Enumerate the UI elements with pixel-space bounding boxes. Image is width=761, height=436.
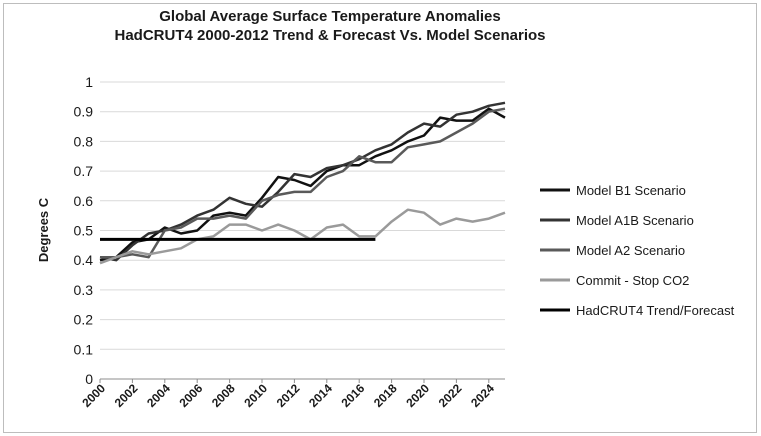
legend-label: Model A1B Scenario — [576, 213, 694, 228]
x-tick-label: 2010 — [241, 381, 270, 410]
series-lines — [99, 101, 506, 265]
x-tick-label: 2000 — [79, 381, 108, 410]
x-tick-label: 2014 — [306, 381, 335, 410]
x-tick-label: 2006 — [177, 381, 206, 410]
legend: Model B1 Scenario Model A1B Scenario Model… — [540, 183, 735, 318]
x-tick-label: 2024 — [468, 381, 497, 410]
x-axis-ticks: 2000 2002 2004 2006 2008 2010 2012 2014 2016 2018… — [79, 379, 497, 410]
x-tick-label: 2004 — [144, 381, 173, 410]
y-tick-label: 0.4 — [74, 252, 94, 268]
y-tick-label: 0.9 — [74, 104, 94, 120]
chart-subtitle: HadCRUT4 2000-2012 Trend & Forecast Vs. … — [114, 27, 546, 44]
y-tick-label: 0.3 — [74, 282, 94, 298]
legend-label: Model B1 Scenario — [576, 183, 686, 198]
y-tick-label: 0.7 — [74, 163, 94, 179]
y-axis-ticks: 0 0.1 0.2 0.3 0.4 0.5 0.6 0.7 0.8 0.9 1 — [74, 74, 94, 387]
series-line-model-a2-scenario — [100, 107, 506, 259]
x-tick-label: 2012 — [274, 381, 303, 410]
y-axis-label: Degrees C — [36, 197, 51, 262]
chart-title: Global Average Surface Temperature Anoma… — [159, 8, 501, 25]
legend-label: HadCRUT4 Trend/Forecast — [576, 303, 735, 318]
x-tick-label: 2008 — [209, 381, 238, 410]
y-tick-label: 0.2 — [74, 312, 94, 328]
x-tick-label: 2002 — [112, 381, 141, 410]
x-tick-label: 2018 — [371, 381, 400, 410]
x-tick-label: 2016 — [339, 381, 368, 410]
x-tick-label: 2020 — [403, 381, 432, 410]
x-tick-label: 2022 — [436, 381, 465, 410]
y-tick-label: 0.5 — [74, 223, 94, 239]
y-tick-label: 1 — [85, 74, 93, 90]
chart-frame — [3, 3, 757, 433]
legend-label: Commit - Stop CO2 — [576, 273, 689, 288]
y-tick-label: 0.8 — [74, 133, 94, 149]
series-line-commit-stop-co2 — [99, 208, 506, 265]
y-tick-label: 0.1 — [74, 341, 94, 357]
y-tick-label: 0 — [85, 371, 93, 387]
y-tick-label: 0.6 — [74, 193, 94, 209]
legend-label: Model A2 Scenario — [576, 243, 685, 258]
